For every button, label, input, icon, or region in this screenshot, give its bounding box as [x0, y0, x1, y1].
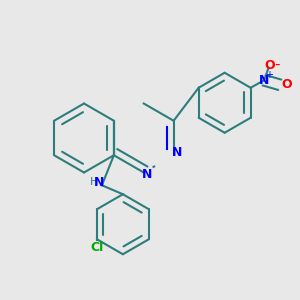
Text: N: N: [172, 146, 182, 159]
Text: -: -: [274, 56, 280, 71]
Text: N: N: [142, 168, 152, 182]
Text: Cl: Cl: [90, 241, 104, 254]
Text: N: N: [259, 74, 269, 87]
Text: N: N: [94, 176, 104, 189]
Text: +: +: [266, 70, 274, 80]
Text: O: O: [265, 59, 275, 72]
Text: O: O: [281, 78, 292, 91]
Text: H: H: [90, 177, 99, 187]
